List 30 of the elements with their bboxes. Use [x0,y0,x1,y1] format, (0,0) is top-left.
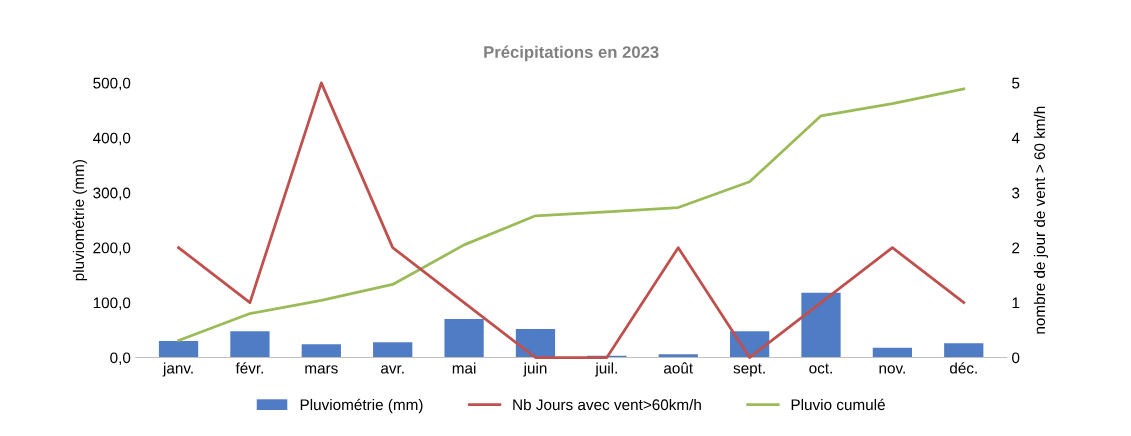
x-tick-label: juil. [595,362,617,377]
y-tick-label: 100,0 [93,297,131,311]
y-tick-label: 500,0 [93,77,131,91]
y2-tick-label: 2 [1012,242,1020,254]
x-tick-label: févr. [235,362,263,374]
x-tick-label: sept. [733,363,765,377]
x-tick-label: janv. [162,362,193,377]
y2-tick-label: 4 [1011,132,1020,144]
x-tick-label: juin [523,362,547,377]
y-tick-label: 400,0 [92,132,131,146]
x-tick-label: mai [452,362,476,374]
x-tick-label: nov. [879,365,905,374]
y-axis-title: pluviométrie (mm) [72,160,88,281]
x-tick-label: août [664,362,693,374]
y-tick-label: 0,0 [110,352,131,366]
y-tick-label: 200,0 [93,242,131,256]
legend-label: Nb Jours avec vent>60km/h [513,398,701,411]
y2-tick-label: 5 [1012,77,1020,89]
x-tick-label: avr. [381,365,404,374]
legend-label: Pluviométrie (mm) [300,398,423,414]
y2-axis-title: nombre de jour de vent > 60 km/h [1033,106,1049,334]
y-tick-label: 300,0 [93,187,131,201]
y2-tick-label: 1 [1012,297,1020,309]
chart-title: Précipitations en 2023 [484,45,659,62]
y2-tick-label: 3 [1012,187,1020,199]
y2-tick-label: 0 [1012,352,1020,364]
legend-label: Pluvio cumulé [791,398,885,411]
x-tick-label: oct. [809,363,832,374]
x-tick-label: déc. [949,362,977,374]
x-tick-label: mars [305,365,338,374]
